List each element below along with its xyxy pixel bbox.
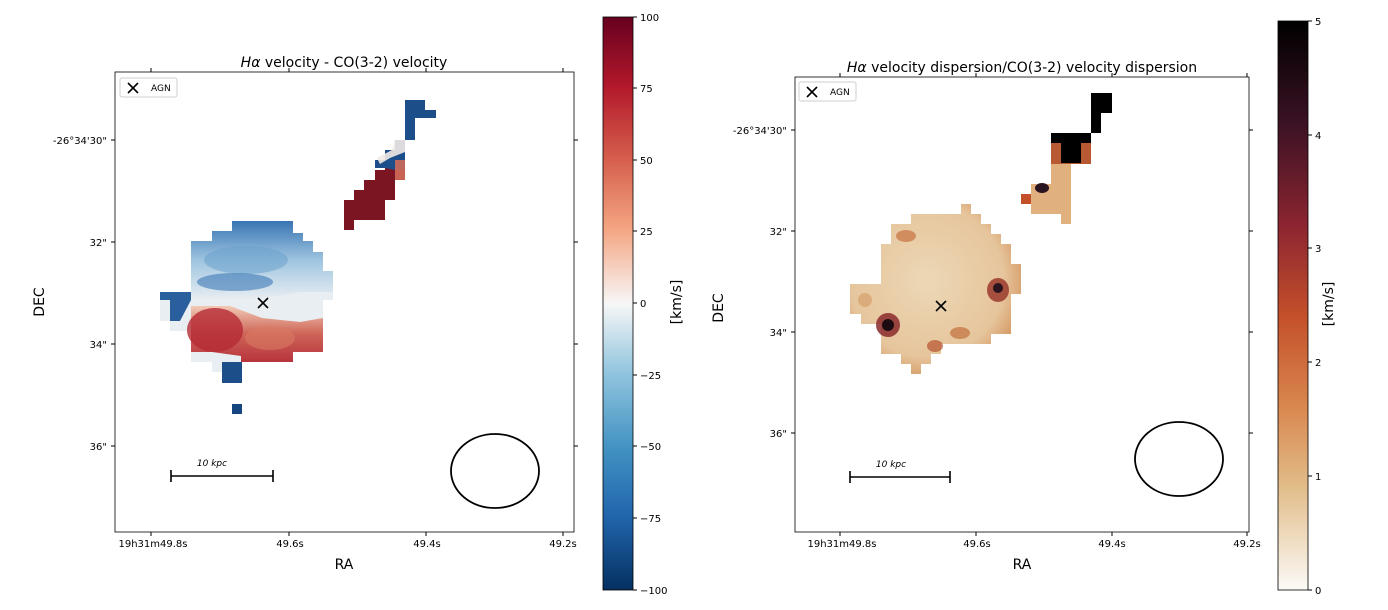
colorbar-tick-label: 3 [1315,244,1321,255]
legend-1: AGN [119,77,178,98]
colorbar-tick-label: 75 [640,84,653,95]
y-tick-label: 34" [90,340,107,351]
panel-2-title: Hα velocity dispersion/CO(3-2) velocity … [847,60,1197,76]
velocity-map-clump [344,100,436,230]
colorbar-tick-label: −75 [640,514,661,525]
colorbar-tick-label: 4 [1315,131,1321,142]
colorbar-tick-label: 2 [1315,358,1321,369]
panel-dispersion-ratio: Hα velocity dispersion/CO(3-2) velocity … [711,60,1261,573]
colorbar-1: 100 75 50 25 0 −25 −50 −75 −100 [km/s] [602,13,685,597]
x-tick-label: 19h31m49.8s [118,539,187,550]
x-tick-label: 49.4s [413,539,440,550]
x-tick-label: 49.6s [276,539,303,550]
legend-label-1: AGN [151,84,171,94]
x-tick-label: 49.6s [963,539,990,550]
colorbar-tick-label: 100 [640,13,659,24]
panel-velocity-difference: Hα velocity - CO(3-2) velocity [32,55,578,573]
colorbar-tick-label: 50 [640,156,653,167]
y-tick-label: -26°34'30" [53,136,107,147]
colorbar-label-2: [km/s] [1321,282,1337,327]
y-ticks-1: -26°34'30" 32" 34" 36" [53,136,578,453]
scalebar-label-1: 10 kpc [197,459,227,469]
x-ticks-2: 19h31m49.8s 49.6s 49.4s 49.2s [807,73,1261,550]
dispersion-map-clump [1021,93,1112,224]
y-axis-label-1: DEC [32,287,48,317]
beam-ellipse-2 [1134,421,1224,497]
legend-label-2: AGN [830,88,850,98]
colorbar-tick-label: 5 [1315,17,1321,28]
agn-marker-1 [257,297,269,309]
colorbar-tick-label: 0 [1315,586,1321,597]
colorbar-2: 5 4 3 2 1 0 [km/s] [1277,17,1337,597]
scalebar-label-2: 10 kpc [876,460,906,470]
y-ticks-2: -26°34'30" 32" 34" 36" [733,126,1253,440]
colorbar-tick-label: 25 [640,227,653,238]
colorbar-tick-label: −25 [640,371,661,382]
beam-ellipse-1 [450,433,540,509]
x-ticks-1: 19h31m49.8s 49.6s 49.4s 49.2s [118,68,577,550]
scalebar-2: 10 kpc [849,460,951,483]
colorbar-tick-label: 1 [1315,472,1321,483]
y-tick-label: 36" [770,429,787,440]
y-axis-label-2: DEC [711,293,727,323]
y-tick-label: 32" [770,227,787,238]
x-tick-label: 19h31m49.8s [807,539,876,550]
y-tick-label: 32" [90,238,107,249]
scalebar-1: 10 kpc [170,459,274,482]
colorbar-tick-label: −50 [640,442,661,453]
agn-marker-2 [935,300,947,312]
x-tick-label: 49.4s [1098,539,1125,550]
x-axis-label-2: RA [1013,557,1032,573]
dispersion-map-central [850,204,1021,374]
x-tick-label: 49.2s [549,539,576,550]
legend-2: AGN [798,81,857,102]
y-tick-label: 34" [770,328,787,339]
x-tick-label: 49.2s [1233,539,1260,550]
colorbar-tick-label: −100 [640,586,667,597]
y-tick-label: -26°34'30" [733,126,787,137]
colorbar-tick-label: 0 [640,299,646,310]
y-tick-label: 36" [90,442,107,453]
panel-1-title: Hα velocity - CO(3-2) velocity [241,55,448,71]
colorbar-label-1: [km/s] [669,280,685,325]
x-axis-label-1: RA [335,557,354,573]
velocity-map-central [160,221,333,414]
